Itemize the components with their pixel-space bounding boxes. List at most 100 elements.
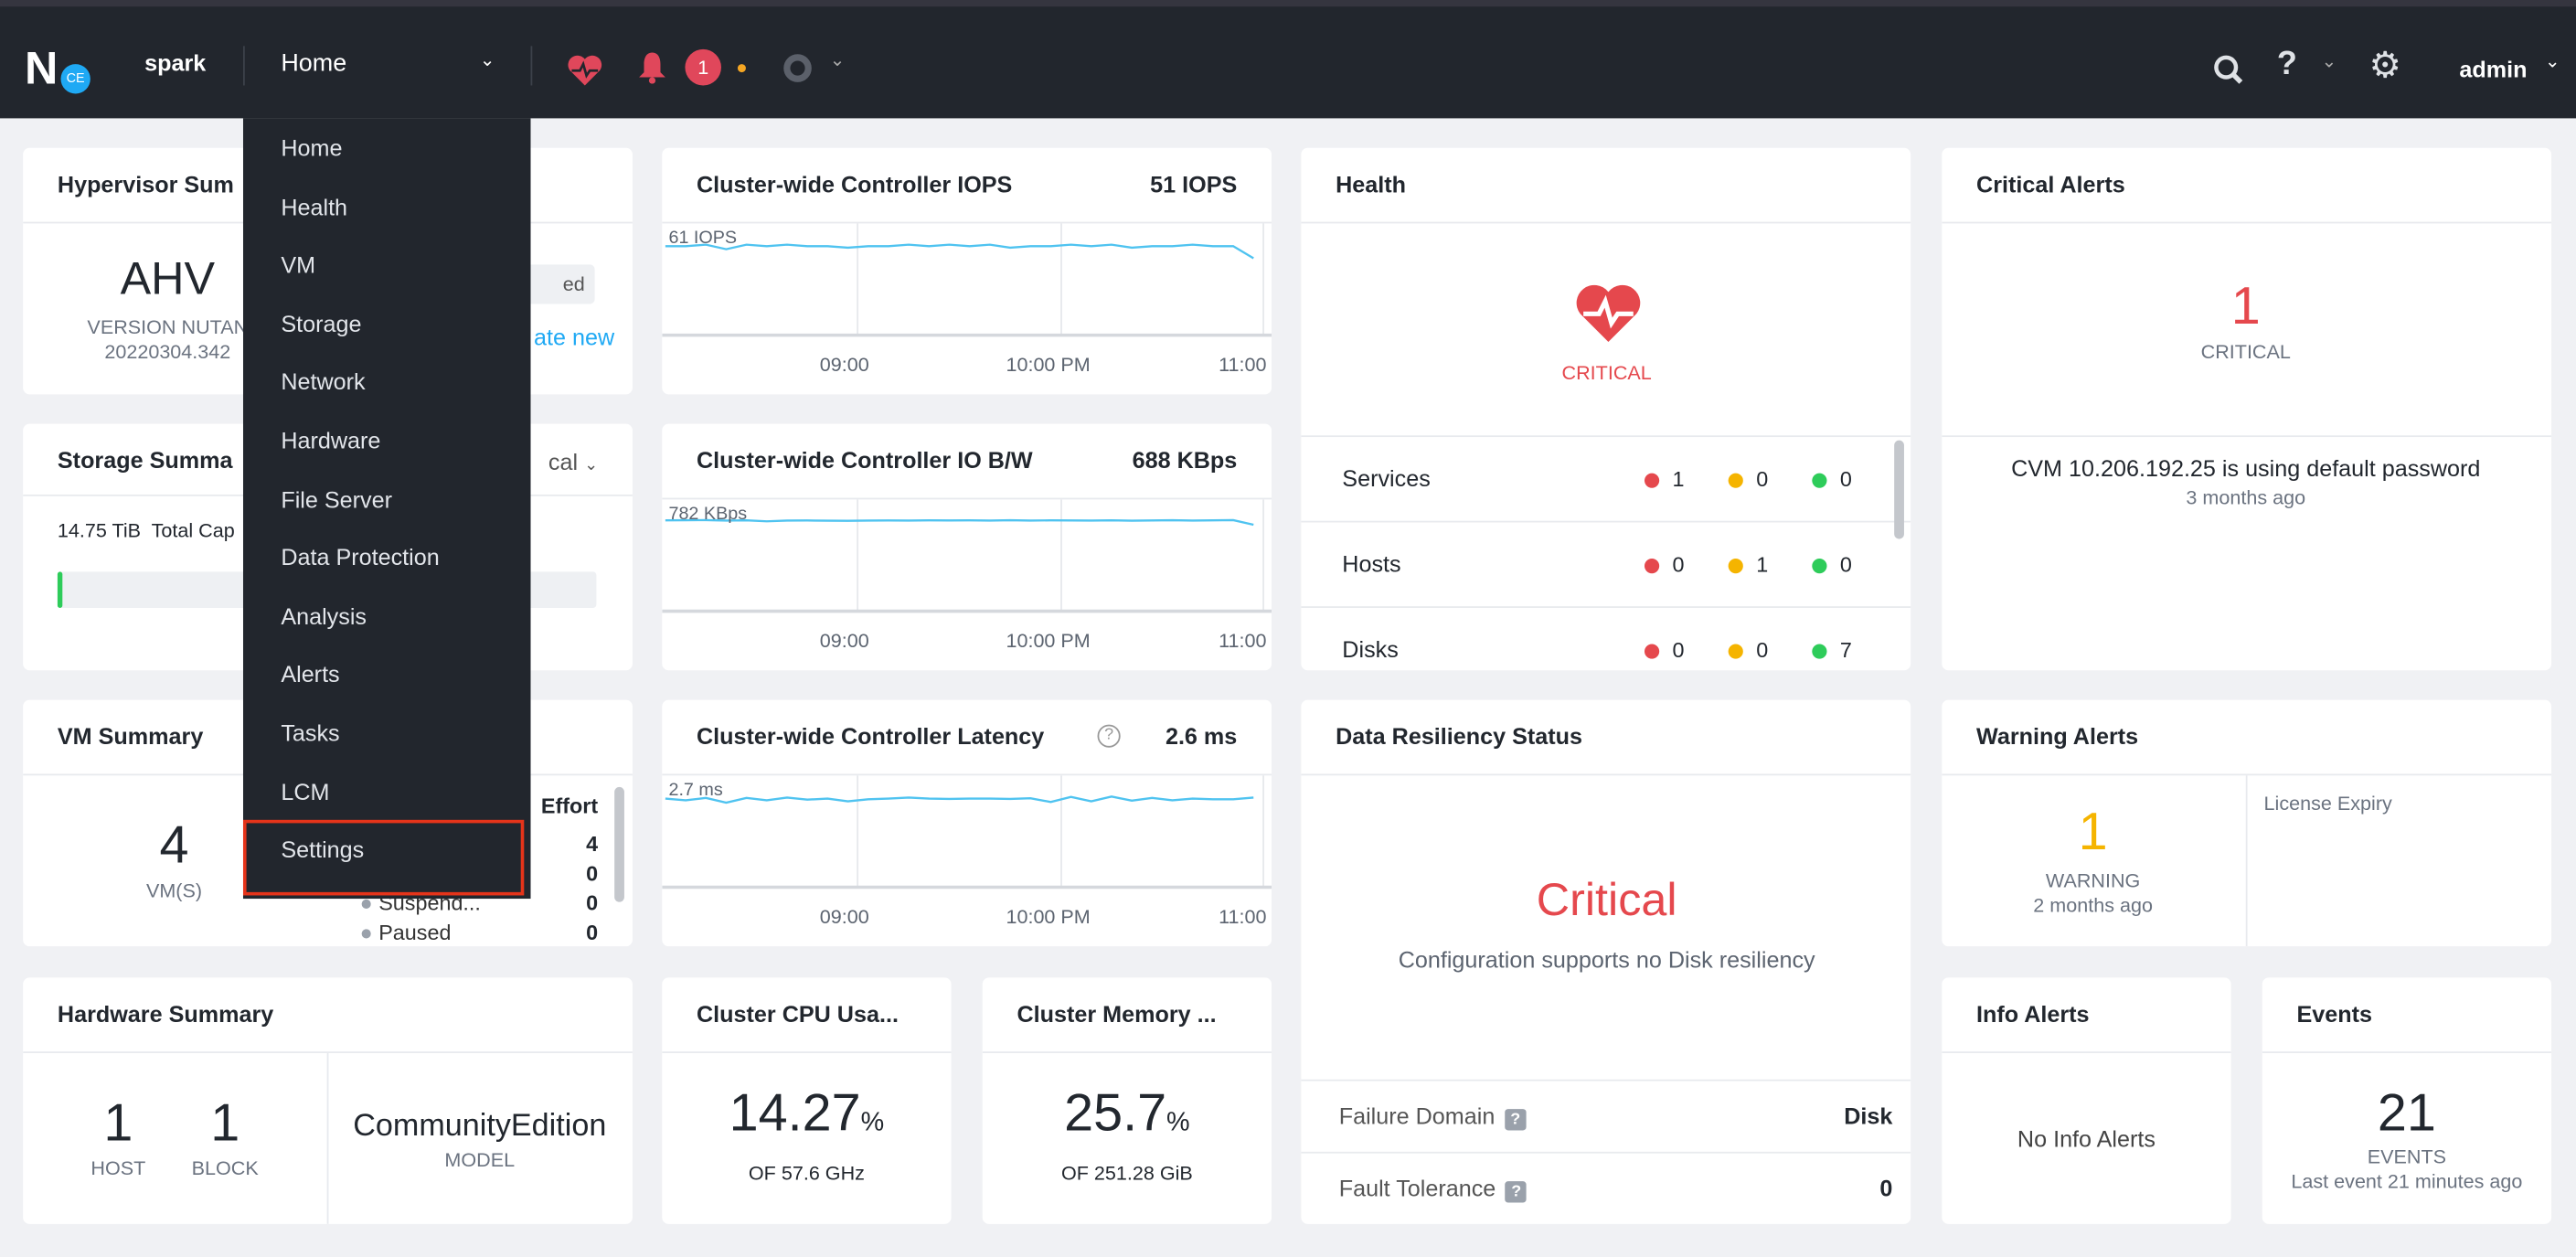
menu-item-analysis[interactable]: Analysis: [281, 602, 367, 629]
alert-message[interactable]: CVM 10.206.192.25 is using default passw…: [2011, 454, 2481, 482]
critical-count[interactable]: 1: [2230, 275, 2261, 336]
block-label: BLOCK: [191, 1156, 259, 1180]
current-value: 51 IOPS: [1150, 170, 1238, 197]
events-sub: Last event 21 minutes ago: [2291, 1169, 2523, 1193]
green-dot: [1812, 644, 1827, 659]
heart-icon: [1576, 284, 1641, 342]
menu-item-file-server[interactable]: File Server: [281, 485, 392, 512]
menu-item-network[interactable]: Network: [281, 368, 366, 396]
memory-usage-card: Cluster Memory ... 25.7% OF 251.28 GiB: [982, 977, 1272, 1224]
cluster-name[interactable]: spark: [144, 48, 207, 76]
scrollbar[interactable]: [614, 786, 624, 902]
warning-label: WARNING: [2045, 868, 2141, 892]
chevron-down-icon[interactable]: ⌄: [829, 50, 846, 71]
search-icon[interactable]: [2213, 54, 2244, 85]
card-title: Cluster Memory ...: [1017, 1000, 1217, 1028]
health-row-disks[interactable]: Disks 0 0 7: [1301, 636, 1911, 671]
menu-item-hardware[interactable]: Hardware: [281, 427, 381, 454]
row-label: Hosts: [1342, 550, 1401, 577]
iops-card: Cluster-wide Controller IOPS 51 IOPS 61 …: [662, 147, 1272, 395]
nav-dropdown[interactable]: Home: [281, 48, 347, 78]
chevron-down-icon[interactable]: ⌄: [2321, 52, 2337, 73]
user-menu[interactable]: admin: [2459, 56, 2528, 82]
column-header: Effort: [540, 794, 599, 819]
card-title: Cluster-wide Controller IOPS: [697, 170, 1013, 197]
block-count: 1: [210, 1092, 240, 1152]
card-title: Cluster-wide Controller IO B/W: [697, 446, 1033, 474]
menu-item-alerts[interactable]: Alerts: [281, 661, 340, 687]
current-value: 688 KBps: [1132, 446, 1238, 474]
events-card: Events 21 EVENTS Last event 21 minutes a…: [2262, 977, 2552, 1224]
red-count: 0: [1672, 637, 1685, 663]
menu-item-health[interactable]: Health: [281, 193, 348, 220]
alert-count-badge[interactable]: 1: [685, 48, 721, 86]
status-dot: [737, 64, 746, 73]
card-title: Events: [2296, 1000, 2373, 1028]
chevron-down-icon[interactable]: ⌄: [2544, 52, 2560, 73]
x-tick-label: 11:00 P: [1219, 905, 1272, 928]
row-label: Disks: [1342, 635, 1399, 663]
series-line: [665, 795, 1254, 804]
version: 20220304.342: [104, 340, 231, 364]
yellow-dot: [1728, 644, 1743, 659]
scrollbar[interactable]: [1894, 440, 1904, 539]
x-tick-label: 09:00: [820, 905, 869, 928]
health-row-hosts[interactable]: Hosts 0 1 0: [1301, 550, 1911, 635]
sparkline-chart: 782 KBps 09:00 10:00 PM 11:00 P: [662, 499, 1272, 652]
menu-item-lcm[interactable]: LCM: [281, 778, 330, 804]
red-dot: [1644, 559, 1660, 574]
heart-icon[interactable]: [567, 54, 603, 87]
help-icon[interactable]: ?: [1505, 1109, 1527, 1131]
card-title: Info Alerts: [1976, 1000, 2090, 1028]
warning-count[interactable]: 1: [2078, 802, 2108, 861]
yellow-count: 0: [1756, 466, 1769, 492]
green-dot: [1812, 559, 1827, 574]
menu-item-vm[interactable]: VM: [281, 251, 316, 279]
card-title: Data Resiliency Status: [1336, 722, 1583, 750]
vm-count-label: VM(S): [145, 879, 203, 902]
events-count[interactable]: 21: [2377, 1082, 2436, 1143]
critical-alerts-card: Critical Alerts 1 CRITICAL CVM 10.206.19…: [1942, 147, 2552, 671]
alert-time: 3 months ago: [2186, 485, 2306, 510]
vm-state-label: ● Paused: [359, 920, 452, 945]
menu-item-home[interactable]: Home: [281, 134, 343, 162]
resiliency-status: Critical: [1536, 874, 1677, 925]
yellow-count: 1: [1756, 551, 1769, 577]
help-icon[interactable]: ?: [1097, 724, 1121, 748]
red-count: 0: [1672, 551, 1685, 577]
failure-domain-label: Failure Domain?: [1339, 1103, 1527, 1131]
ce-badge: CE: [60, 64, 90, 94]
chevron-down-icon[interactable]: ⌄: [479, 50, 495, 71]
update-link[interactable]: ate new: [534, 324, 615, 350]
nutanix-logo[interactable]: N CE: [25, 43, 107, 95]
version-label: VERSION NUTAN: [87, 315, 249, 339]
series-line: [665, 243, 1254, 260]
yellow-dot: [1728, 473, 1743, 488]
failure-domain-value: Disk: [1844, 1102, 1893, 1129]
gear-icon[interactable]: ⚙: [2368, 44, 2402, 86]
green-dot: [1812, 473, 1827, 488]
help-icon[interactable]: ?: [2276, 46, 2297, 82]
vm-state-count: 0: [586, 860, 599, 886]
circle-status-icon[interactable]: [783, 54, 812, 82]
host-label: HOST: [90, 1156, 146, 1180]
warning-item[interactable]: License Expiry: [2263, 792, 2392, 815]
bell-icon[interactable]: [637, 51, 666, 84]
card-title: Cluster-wide Controller Latency: [697, 722, 1045, 750]
x-tick-label: 10:00 PM: [1006, 629, 1090, 652]
menu-item-settings[interactable]: Settings: [281, 836, 365, 863]
storage-view-selector[interactable]: cal ⌄: [548, 448, 599, 475]
series-line: [665, 518, 1254, 527]
capacity-bar-fill: [57, 571, 63, 608]
help-icon[interactable]: ?: [1506, 1181, 1528, 1203]
menu-item-tasks[interactable]: Tasks: [281, 719, 340, 746]
info-message: No Info Alerts: [2017, 1125, 2156, 1152]
health-row-services[interactable]: Services 1 0 0: [1301, 465, 1911, 550]
menu-item-data-protection[interactable]: Data Protection: [281, 544, 440, 570]
card-title: Storage Summa: [57, 446, 233, 474]
fault-tolerance-value: 0: [1879, 1174, 1893, 1201]
menu-item-storage[interactable]: Storage: [281, 310, 362, 337]
x-tick-label: 10:00 PM: [1006, 905, 1090, 928]
data-resiliency-card: Data Resiliency Status Critical Configur…: [1301, 699, 1911, 1224]
row-label: Services: [1342, 464, 1431, 492]
